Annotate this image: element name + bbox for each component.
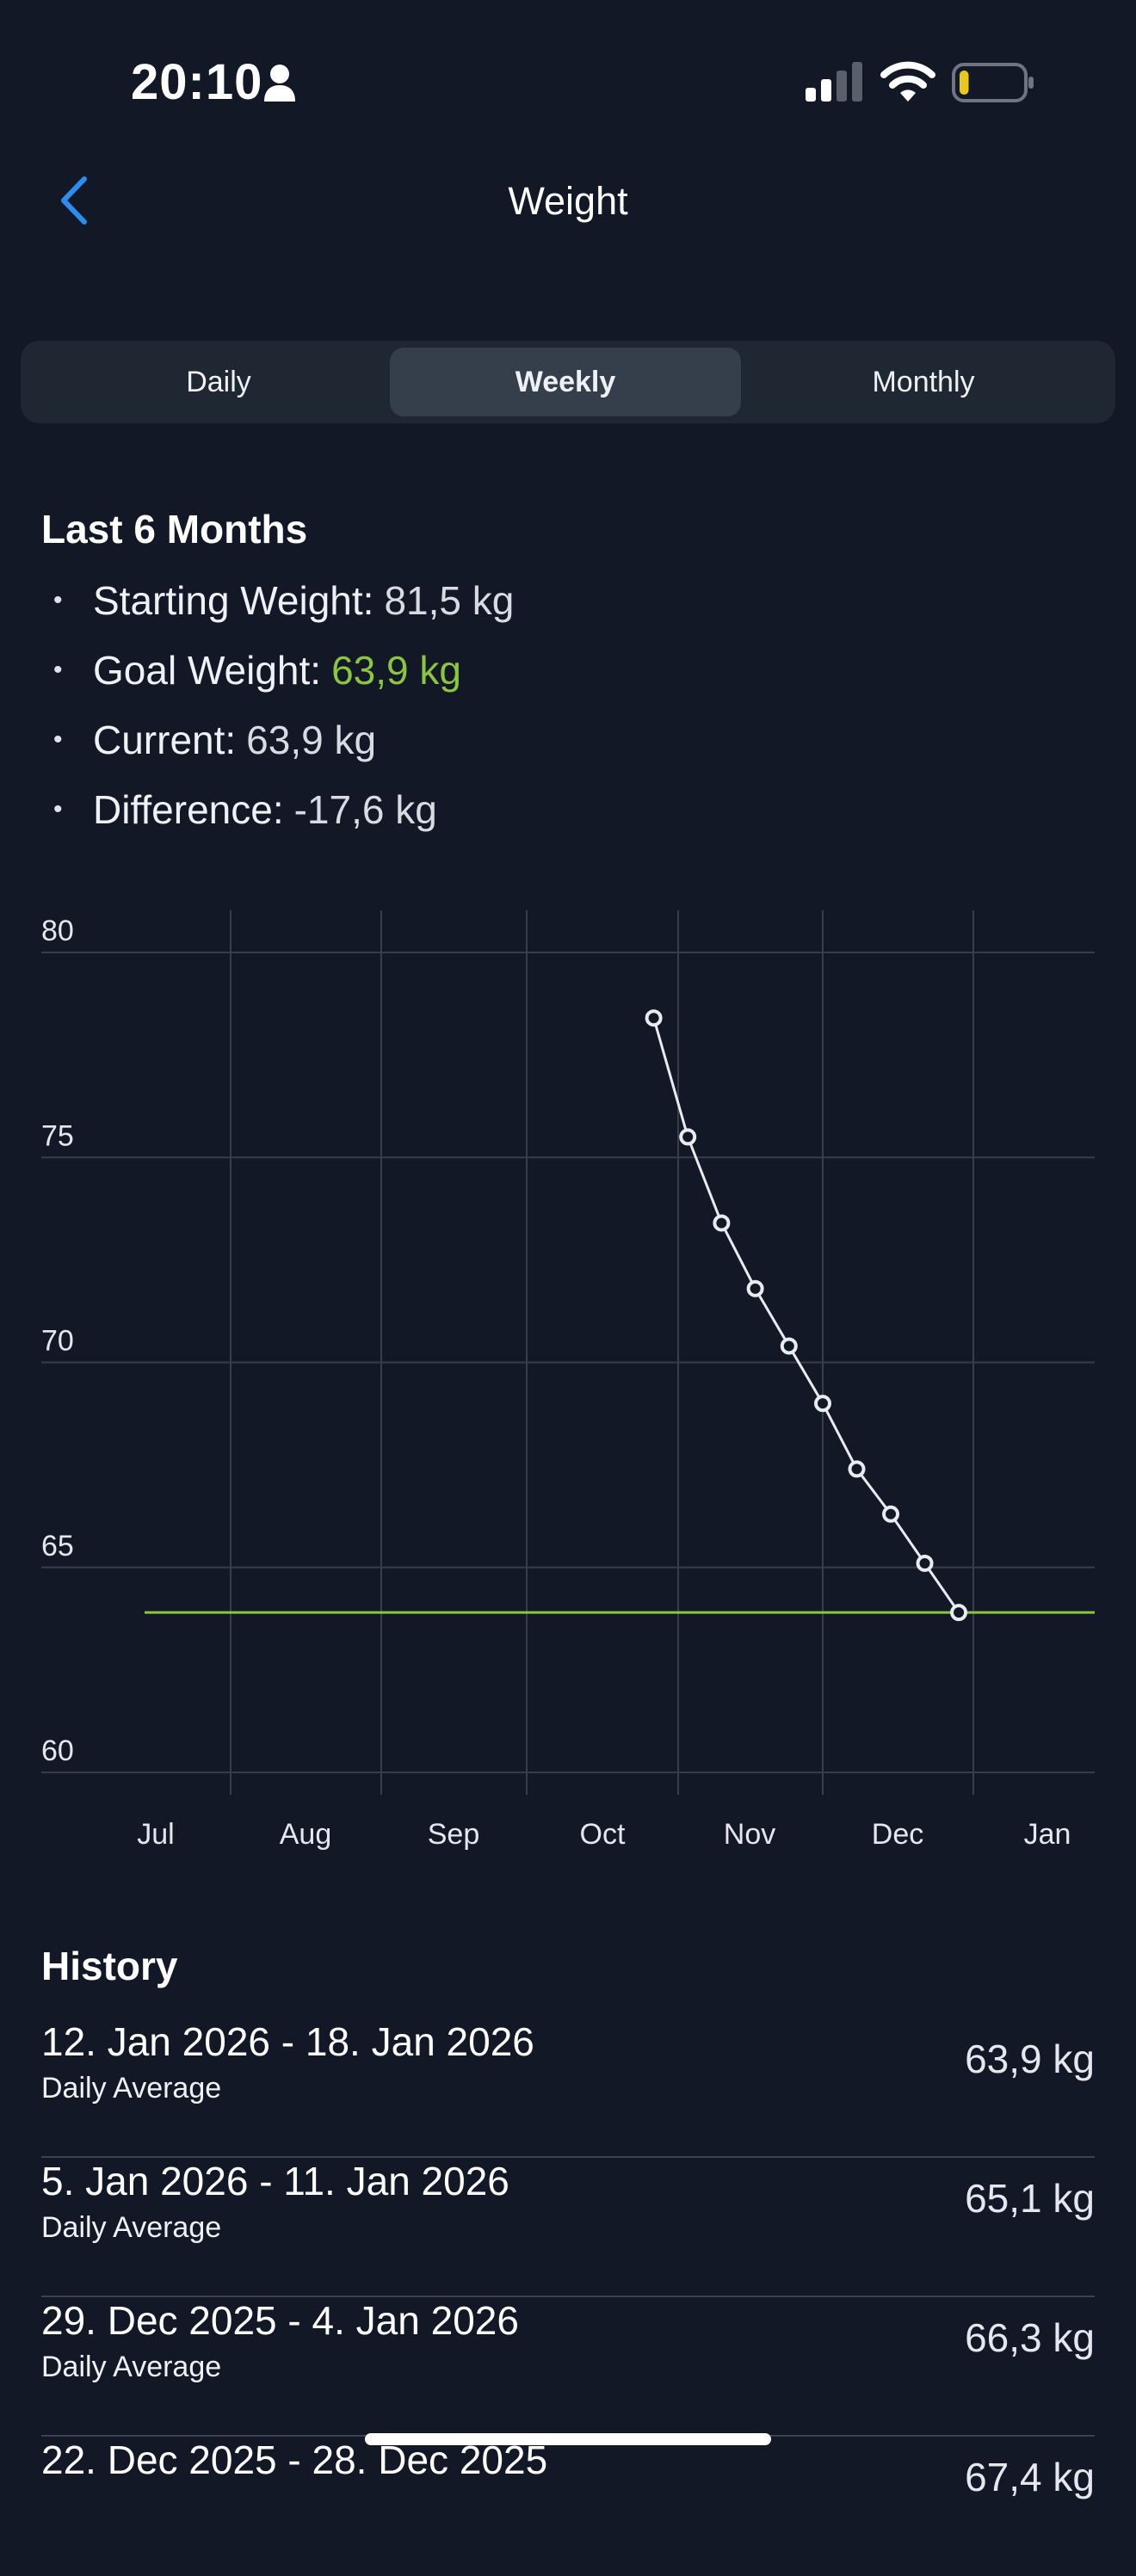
bullet-icon: • [53, 586, 63, 614]
home-indicator [365, 2433, 771, 2445]
history-row[interactable]: 29. Dec 2025 - 4. Jan 2026 Daily Average… [41, 2297, 1095, 2437]
y-tick-label: 80 [41, 915, 74, 947]
data-point [645, 1009, 663, 1027]
bullet-icon: • [53, 795, 63, 823]
divider [41, 2156, 1095, 2158]
history-row[interactable]: 5. Jan 2026 - 11. Jan 2026 Daily Average… [41, 2158, 1095, 2297]
bullet-icon: • [53, 725, 63, 754]
history-value: 63,9 kg [965, 2037, 1095, 2081]
history-range: 29. Dec 2025 - 4. Jan 2026 [41, 2298, 519, 2343]
data-point [713, 1214, 731, 1232]
tab-weekly[interactable]: Weekly [390, 348, 741, 416]
battery-icon [952, 63, 1034, 102]
summary-value: 81,5 kg [384, 578, 515, 623]
x-tick-label: Aug [280, 1818, 332, 1851]
summary-item-goal-weight: • Goal Weight: 63,9 kg [53, 644, 461, 696]
x-tick-label: Sep [428, 1818, 480, 1851]
divider [41, 2296, 1095, 2297]
summary-title: Last 6 Months [41, 507, 308, 552]
x-tick-label: Jan [1024, 1818, 1071, 1851]
history-value: 67,4 kg [965, 2455, 1095, 2499]
history-subtitle: Daily Average [41, 2351, 222, 2383]
wifi-icon [880, 61, 935, 102]
back-button[interactable] [48, 170, 100, 231]
data-point [848, 1460, 866, 1478]
page-title: Weight [508, 179, 628, 223]
bullet-icon: • [53, 656, 63, 684]
y-tick-label: 75 [41, 1119, 74, 1152]
period-segmented-control: Daily Weekly Monthly [21, 341, 1115, 423]
series-line [652, 1017, 960, 1614]
history-row[interactable]: 12. Jan 2026 - 18. Jan 2026 Daily Averag… [41, 2018, 1095, 2158]
summary-label: Goal Weight: [93, 648, 322, 693]
history-value: 66,3 kg [965, 2315, 1095, 2360]
summary-value: -17,6 kg [293, 787, 437, 832]
data-point [916, 1554, 934, 1572]
x-tick-label: Nov [724, 1818, 775, 1851]
history-range: 5. Jan 2026 - 11. Jan 2026 [41, 2159, 509, 2203]
data-point [746, 1279, 764, 1297]
person-icon [264, 65, 295, 102]
data-point [679, 1128, 697, 1146]
data-point [950, 1604, 968, 1622]
weight-chart: 80 75 70 65 60 Jul Aug Sep Oct Nov Dec Jan [41, 910, 1095, 1851]
y-tick-label: 70 [41, 1325, 74, 1358]
summary-item-starting-weight: • Starting Weight: 81,5 kg [53, 575, 514, 626]
summary-item-current: • Current: 63,9 kg [53, 714, 376, 766]
chevron-left-icon [61, 176, 87, 225]
cellular-signal-icon [806, 62, 862, 102]
history-row[interactable]: 22. Dec 2025 - 28. Dec 2025 67,4 kg [41, 2437, 1095, 2576]
x-tick-label: Oct [580, 1818, 626, 1851]
data-point [814, 1395, 831, 1413]
summary-value: 63,9 kg [246, 718, 377, 762]
summary-label: Starting Weight: [93, 578, 374, 623]
history-subtitle: Daily Average [41, 2211, 222, 2244]
history-title: History [41, 1944, 178, 1988]
tab-monthly[interactable]: Monthly [872, 365, 975, 398]
y-tick-label: 65 [41, 1530, 74, 1562]
history-value: 65,1 kg [965, 2176, 1095, 2221]
summary-value: 63,9 kg [331, 648, 461, 693]
x-tick-label: Jul [137, 1818, 174, 1851]
data-point [780, 1337, 798, 1355]
history-range: 12. Jan 2026 - 18. Jan 2026 [41, 2019, 534, 2064]
x-tick-label: Dec [872, 1818, 923, 1851]
history-subtitle: Daily Average [41, 2072, 222, 2105]
status-time: 20:10 [131, 54, 263, 110]
summary-item-difference: • Difference: -17,6 kg [53, 784, 437, 835]
data-point [882, 1505, 900, 1523]
summary-label: Current: [93, 718, 237, 762]
y-tick-label: 60 [41, 1735, 74, 1767]
tab-daily[interactable]: Daily [186, 365, 251, 398]
summary-label: Difference: [93, 787, 284, 832]
